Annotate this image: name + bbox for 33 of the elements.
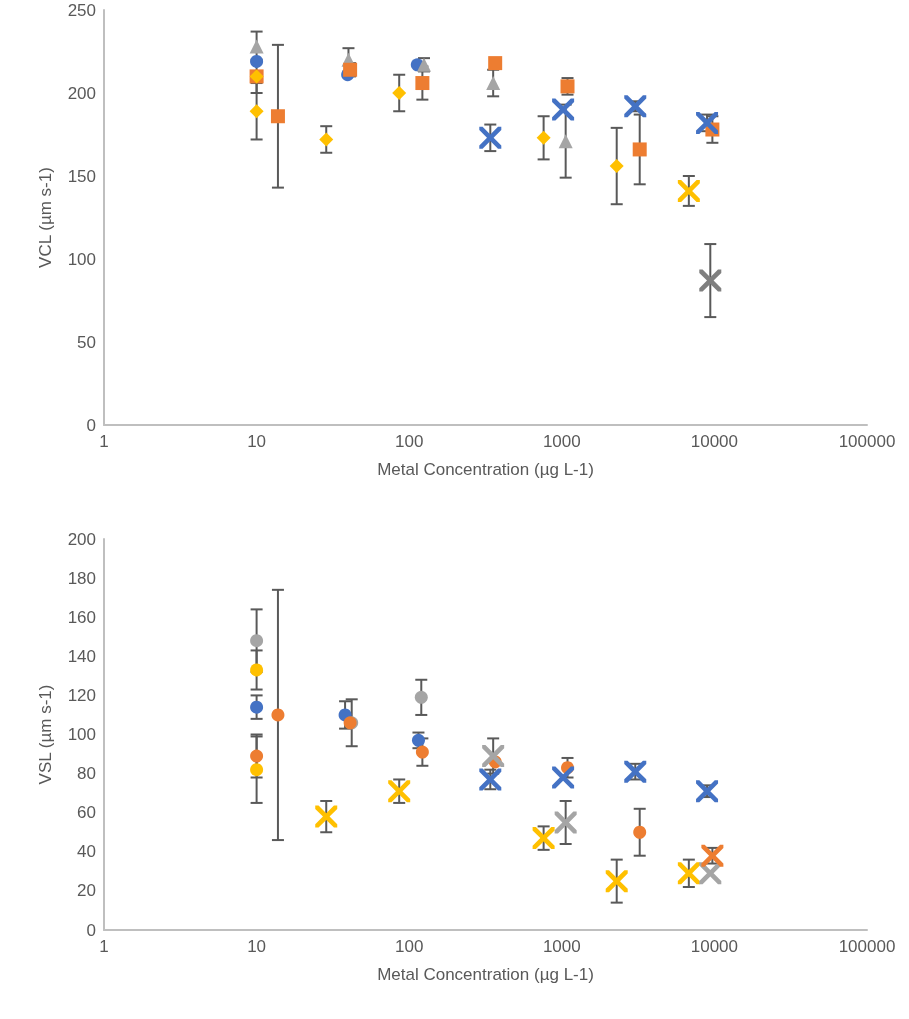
y-tick-label: 0 [86,415,96,435]
y-axis-title: VCL (µm s-1) [36,167,55,268]
y-tick-label: 40 [77,842,96,862]
y-tick-label: 250 [67,0,96,20]
x-tick-label: 10000 [690,432,739,451]
y-tick-label: 160 [67,607,96,627]
y-tick-label: 140 [67,646,96,666]
y-axis-title: VSL (µm s-1) [36,684,55,785]
y-tick-label: 100 [67,725,96,744]
x-tick-label: 10 [247,937,267,956]
y-tick-label: 180 [67,568,96,588]
x-tick-label: 100000 [838,432,896,451]
y-tick-label: 100 [67,249,96,269]
x-tick-label: 100 [395,432,424,451]
x-tick-label: 10000 [690,937,739,956]
x-tick-label: 1 [99,937,109,956]
y-tick-label: 150 [67,166,96,186]
x-tick-label: 1 [99,432,109,451]
y-tick-label: 200 [67,83,96,103]
x-axis-title: Metal Concentration (µg L-1) [377,460,594,479]
x-tick-label: 100000 [838,937,896,956]
x-tick-label: 10 [247,432,267,451]
y-tick-label: 60 [77,803,96,823]
x-tick-label: 1000 [542,432,581,451]
y-tick-label: 50 [77,332,96,352]
x-tick-label: 1000 [542,937,581,956]
y-tick-label: 200 [67,529,96,549]
y-tick-label: 120 [67,685,96,705]
x-axis-title: Metal Concentration (µg L-1) [377,965,594,984]
y-tick-label: 0 [86,920,96,940]
y-tick-label: 80 [77,764,96,784]
y-tick-label: 20 [77,881,96,901]
x-tick-label: 100 [395,937,424,956]
